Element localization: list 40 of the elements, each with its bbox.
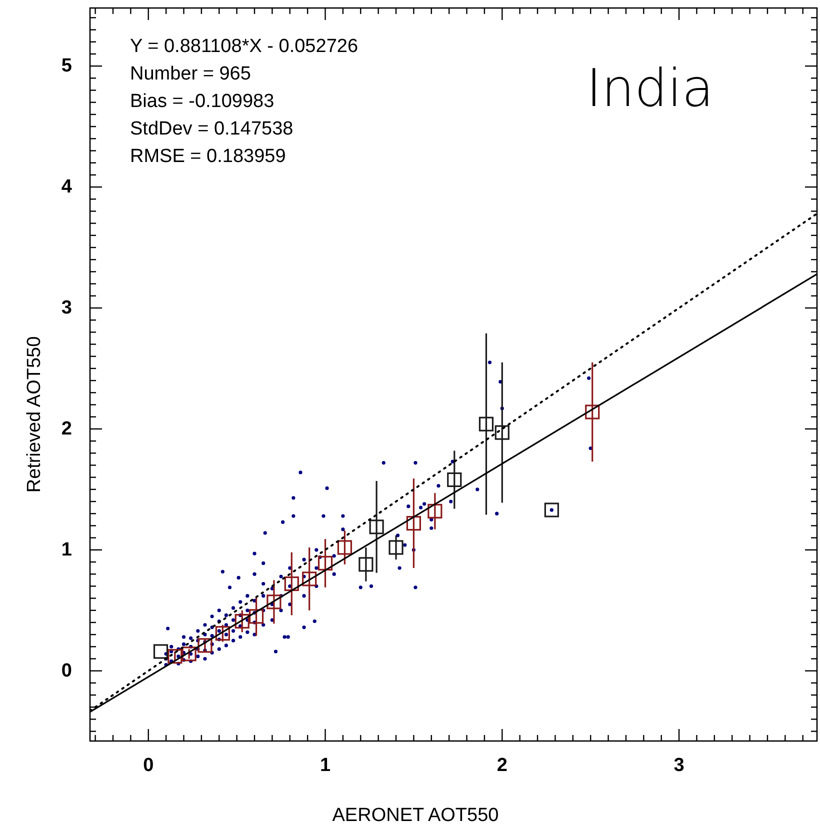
x-axis-title: AERONET AOT550	[332, 805, 499, 826]
point	[302, 572, 317, 586]
annotation: Y = 0.881108*X - 0.052726	[130, 36, 358, 57]
y-tick-label: 2	[61, 418, 72, 440]
x-tick-label: 3	[674, 755, 684, 776]
point	[182, 646, 196, 662]
point	[318, 556, 333, 570]
point	[337, 540, 352, 555]
point	[168, 649, 182, 664]
y-tick-label: 5	[61, 56, 72, 77]
point	[544, 502, 559, 518]
point	[153, 644, 168, 659]
point	[369, 520, 384, 534]
x-tick-label: 1	[320, 755, 331, 776]
point	[478, 416, 494, 432]
point	[388, 540, 404, 555]
y-tick-label: 3	[61, 297, 72, 318]
point	[447, 472, 462, 488]
y-tick-label: 0	[61, 660, 72, 682]
point	[284, 576, 299, 592]
x-tick-label: 0	[143, 755, 154, 776]
text: India	[586, 59, 714, 119]
point	[266, 594, 282, 610]
point	[428, 504, 442, 518]
y-axis-title: Retrieved AOT550	[24, 336, 45, 493]
point	[248, 609, 264, 624]
annotation: RMSE = 0.183959	[130, 146, 286, 167]
point	[234, 614, 250, 629]
point	[406, 516, 421, 531]
point	[198, 638, 212, 653]
annotation: Number = 965	[130, 64, 251, 84]
y-tick-label: 1	[61, 539, 72, 560]
point	[215, 626, 230, 641]
x-tick-label: 2	[496, 755, 508, 776]
point	[358, 557, 374, 572]
annotation: StdDev = 0.147538	[130, 118, 294, 140]
annotation: Bias = -0.109983	[130, 91, 274, 112]
y-tick-label: 4	[61, 176, 72, 198]
point	[585, 404, 600, 420]
point	[494, 425, 510, 440]
